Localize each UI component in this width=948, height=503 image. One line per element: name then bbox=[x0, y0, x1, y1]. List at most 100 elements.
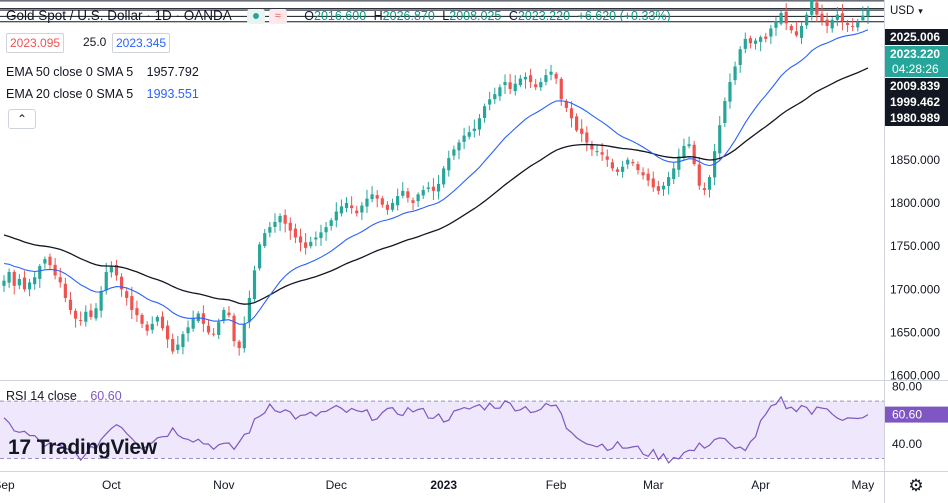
candle-body bbox=[534, 84, 538, 88]
candle-body bbox=[186, 327, 190, 334]
candle-body bbox=[600, 152, 604, 155]
chart-settings-button[interactable]: ⚙ bbox=[906, 476, 926, 496]
candle-body bbox=[636, 164, 640, 171]
candle-body bbox=[33, 277, 37, 285]
rsi-label: RSI 14 close bbox=[6, 389, 77, 403]
candle-body bbox=[789, 25, 793, 31]
candle-body bbox=[779, 12, 783, 24]
ohlc-high: 2026.870 bbox=[382, 9, 435, 23]
ema50-value: 1957.792 bbox=[146, 65, 199, 79]
candle-body bbox=[99, 291, 103, 311]
candle-body bbox=[171, 338, 175, 352]
ema20-legend[interactable]: EMA 20 close 0 SMA 5 1993.551 bbox=[6, 87, 199, 101]
spread-value: 25.0 bbox=[83, 35, 107, 49]
candle-body bbox=[564, 101, 568, 108]
rsi-value-tag-text: 60.60 bbox=[892, 408, 922, 422]
ohlc-close: 2023.220 bbox=[517, 9, 571, 23]
time-axis-label: 2023 bbox=[430, 478, 457, 492]
candle-body bbox=[493, 94, 497, 100]
ohlc-low-label: L bbox=[442, 9, 450, 23]
candle-body bbox=[344, 202, 349, 208]
candle-body bbox=[339, 206, 344, 214]
candle-body bbox=[528, 75, 533, 83]
rsi-legend[interactable]: RSI 14 close 60.60 bbox=[6, 389, 122, 403]
rsi-band bbox=[0, 401, 884, 459]
candle-body bbox=[672, 168, 676, 180]
low-price-tag-text: 2009.839 bbox=[890, 79, 940, 93]
symbol-title[interactable]: Gold Spot / U.S. Dollar · 1D · OANDA bbox=[6, 8, 232, 23]
candle-body bbox=[237, 341, 241, 349]
ema20-value: 1993.551 bbox=[146, 87, 199, 101]
candle-body bbox=[145, 324, 149, 331]
rsi-value-tag bbox=[885, 406, 948, 423]
candle-body bbox=[283, 215, 287, 224]
candle-body bbox=[677, 156, 681, 170]
settings-wave-icon[interactable]: ≈ bbox=[268, 9, 287, 25]
candle-body bbox=[319, 232, 323, 239]
price-tick-label: 1700.000 bbox=[890, 282, 940, 296]
candle-body bbox=[73, 310, 78, 319]
eye-toggle-icon[interactable] bbox=[247, 9, 266, 25]
candle-body bbox=[605, 156, 609, 160]
candle-body bbox=[206, 325, 211, 333]
candle-body bbox=[27, 282, 32, 290]
ohlc-high-label: H bbox=[373, 9, 383, 23]
candle-body bbox=[421, 190, 425, 196]
low-price-tag bbox=[885, 78, 948, 94]
candle-body bbox=[22, 277, 27, 290]
candle-body bbox=[508, 82, 512, 89]
candle-body bbox=[268, 227, 272, 233]
candle-body bbox=[160, 316, 165, 329]
candle-body bbox=[43, 259, 47, 264]
gear-icon: ⚙ bbox=[908, 476, 924, 495]
ema20-label: EMA 20 close 0 SMA 5 bbox=[6, 87, 134, 101]
time-axis-label: Sep bbox=[0, 478, 15, 492]
candle-body bbox=[314, 237, 318, 240]
tradingview-wordmark: TradingView bbox=[36, 436, 157, 459]
candle-body bbox=[472, 128, 476, 132]
price-tick-label: 1750.000 bbox=[890, 239, 940, 253]
buy-price-box[interactable]: 2023.345 bbox=[112, 33, 171, 53]
candle-body bbox=[815, 2, 819, 15]
ema50-legend[interactable]: EMA 50 close 0 SMA 5 1957.792 bbox=[6, 65, 199, 79]
candle-body bbox=[242, 323, 246, 349]
collapse-legend-button[interactable]: ⌃ bbox=[8, 109, 36, 129]
candle-body bbox=[835, 14, 839, 20]
candle-body bbox=[380, 198, 384, 205]
candle-body bbox=[104, 272, 108, 291]
candle-body bbox=[626, 159, 630, 165]
candle-body bbox=[590, 144, 594, 150]
candle-body bbox=[140, 314, 144, 324]
candle-body bbox=[544, 75, 548, 82]
candle-body bbox=[574, 116, 579, 131]
candle-body bbox=[646, 173, 650, 181]
candle-body bbox=[401, 190, 405, 196]
candle-body bbox=[390, 202, 395, 210]
candle-body bbox=[748, 38, 753, 44]
candle-body bbox=[794, 31, 799, 36]
candle-body bbox=[845, 22, 850, 26]
candle-body bbox=[585, 132, 589, 143]
candle-body bbox=[569, 108, 574, 119]
ohlc-change: +6.620 (+0.33%) bbox=[577, 9, 671, 23]
candle-body bbox=[2, 280, 6, 286]
price-tick-label: 1650.000 bbox=[890, 326, 940, 340]
candle-body bbox=[278, 215, 282, 223]
candle-body bbox=[431, 186, 436, 191]
candle-body bbox=[298, 236, 303, 243]
candle-body bbox=[687, 144, 691, 147]
currency-selector[interactable]: USD ▾ bbox=[890, 5, 923, 17]
candle-body bbox=[293, 228, 298, 238]
candle-body bbox=[329, 220, 333, 226]
sell-price-box[interactable]: 2023.095 bbox=[6, 33, 65, 53]
candle-body bbox=[365, 198, 369, 207]
candle-body bbox=[385, 204, 390, 210]
candle-body bbox=[89, 310, 93, 317]
candle-body bbox=[396, 196, 400, 206]
candle-body bbox=[718, 125, 722, 154]
tradingview-logo-icon: 17 bbox=[8, 436, 31, 459]
time-axis-label: May bbox=[852, 478, 875, 492]
candle-body bbox=[702, 188, 707, 190]
candle-body bbox=[68, 299, 73, 311]
candle-body bbox=[176, 344, 180, 350]
